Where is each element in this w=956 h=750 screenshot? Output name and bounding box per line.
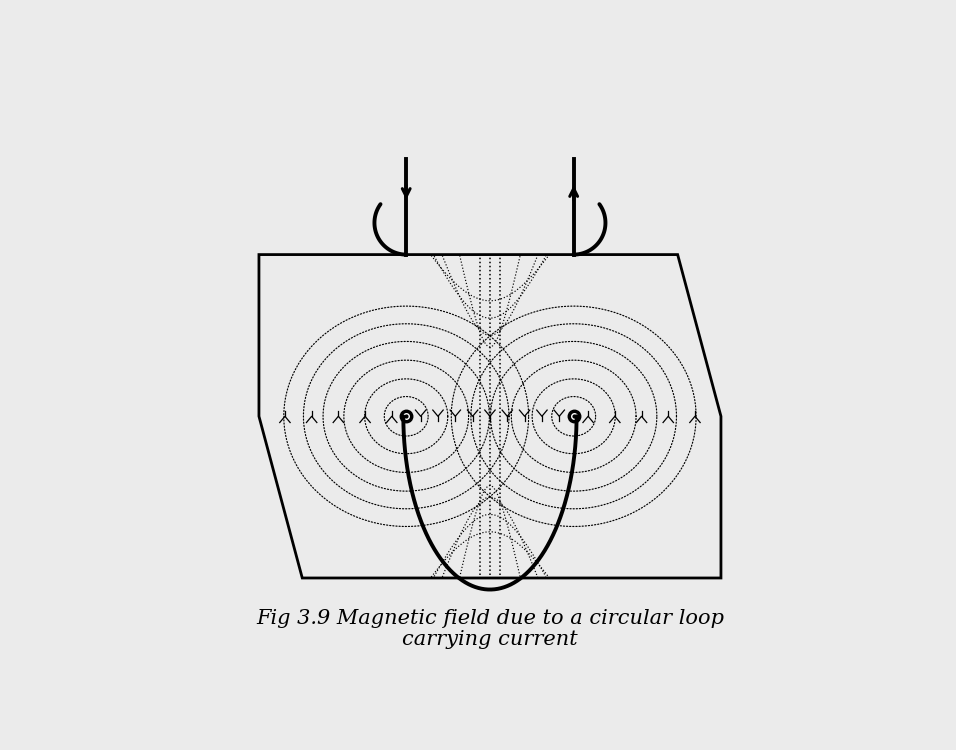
Text: carrying current: carrying current xyxy=(402,630,577,650)
Polygon shape xyxy=(259,254,721,578)
Text: Fig 3.9 Magnetic field due to a circular loop: Fig 3.9 Magnetic field due to a circular… xyxy=(256,609,724,628)
